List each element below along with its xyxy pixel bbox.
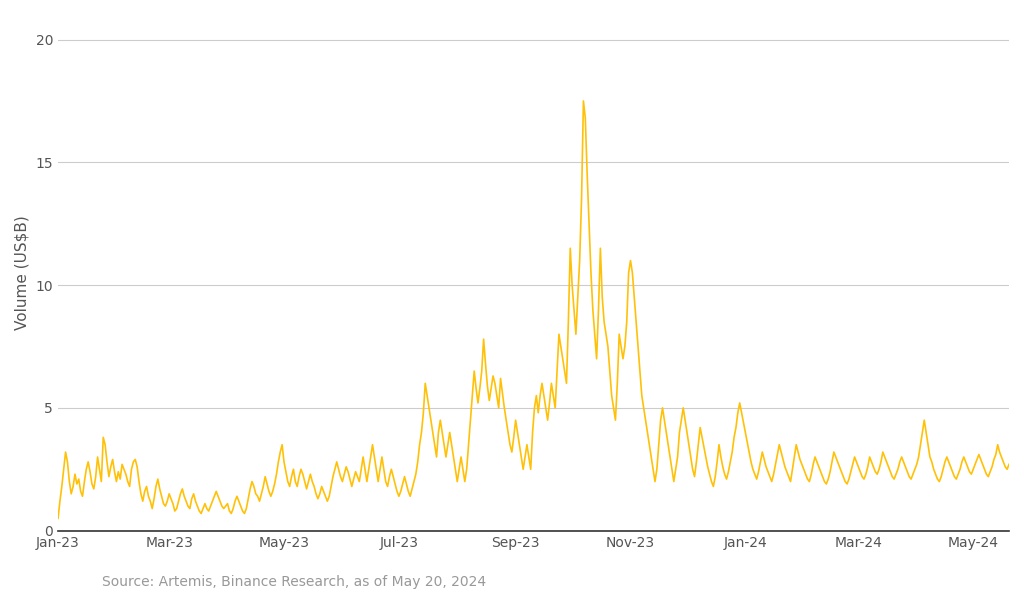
Y-axis label: Volume (US$B): Volume (US$B) <box>15 215 30 330</box>
Text: Source: Artemis, Binance Research, as of May 20, 2024: Source: Artemis, Binance Research, as of… <box>102 575 486 589</box>
